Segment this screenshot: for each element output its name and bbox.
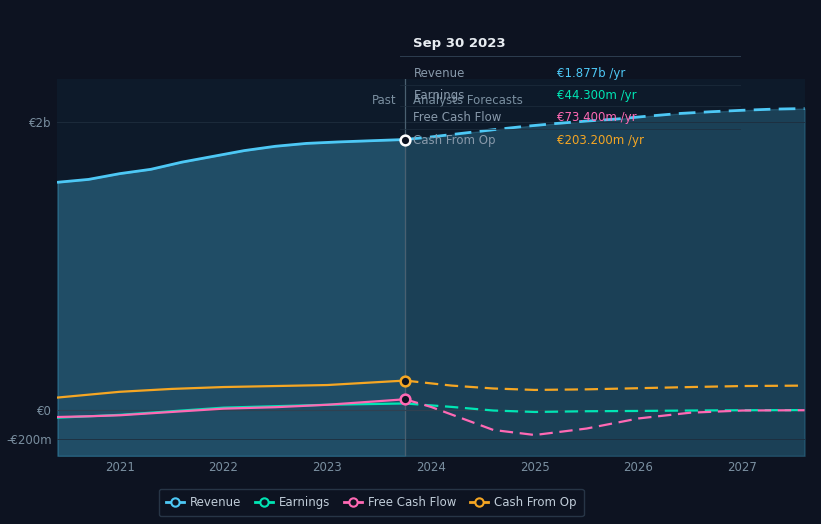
Text: Free Cash Flow: Free Cash Flow bbox=[414, 111, 502, 124]
Text: Analysts Forecasts: Analysts Forecasts bbox=[414, 94, 523, 107]
Text: Past: Past bbox=[372, 94, 397, 107]
Text: Sep 30 2023: Sep 30 2023 bbox=[414, 37, 506, 50]
Text: €1.877b /yr: €1.877b /yr bbox=[557, 68, 625, 81]
Text: Earnings: Earnings bbox=[414, 89, 465, 102]
Legend: Revenue, Earnings, Free Cash Flow, Cash From Op: Revenue, Earnings, Free Cash Flow, Cash … bbox=[159, 489, 584, 516]
Text: €44.300m /yr: €44.300m /yr bbox=[557, 89, 636, 102]
Text: €73.400m /yr: €73.400m /yr bbox=[557, 111, 636, 124]
Text: Revenue: Revenue bbox=[414, 68, 465, 81]
Text: Cash From Op: Cash From Op bbox=[414, 134, 496, 147]
Text: €203.200m /yr: €203.200m /yr bbox=[557, 134, 644, 147]
